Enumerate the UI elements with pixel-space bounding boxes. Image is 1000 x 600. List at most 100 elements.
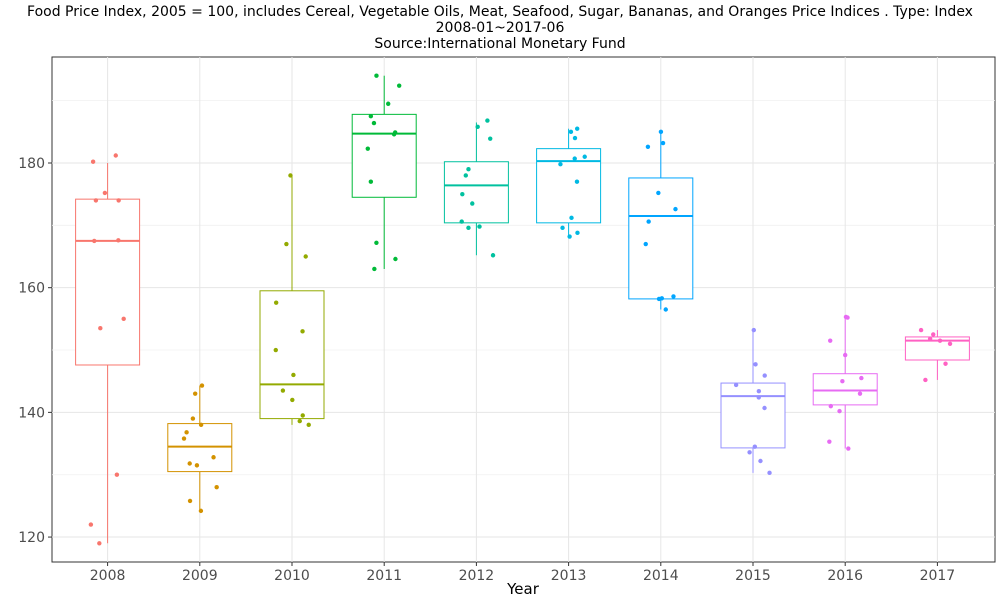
data-point [393, 256, 398, 262]
chart-title: Food Price Index, 2005 = 100, includes C… [27, 4, 973, 20]
chart-title-block: Food Price Index, 2005 = 100, includes C… [0, 4, 1000, 52]
data-point [756, 388, 762, 394]
data-point [762, 373, 767, 378]
data-point [927, 336, 933, 342]
x-tick-label: 2015 [735, 568, 771, 584]
y-tick-label: 160 [18, 281, 45, 297]
data-point [488, 136, 493, 141]
data-point [857, 391, 863, 396]
data-point [466, 167, 471, 172]
box-iqr [351, 113, 417, 198]
box-iqr [720, 382, 786, 449]
data-point [842, 352, 848, 358]
x-tick-label: 2013 [551, 568, 587, 584]
data-point [753, 362, 758, 367]
box-2012 [443, 122, 509, 256]
x-tick-label: 2009 [182, 568, 218, 584]
data-point [656, 296, 662, 302]
chart-source: Source:International Monetary Fund [374, 36, 626, 52]
data-point [466, 225, 471, 231]
data-point [574, 126, 580, 131]
data-point [747, 450, 752, 455]
data-point [751, 327, 756, 333]
data-point [190, 416, 196, 421]
data-point [560, 225, 565, 231]
y-axis: 120 140 160 180 [18, 156, 52, 546]
data-point [660, 140, 666, 146]
data-point [569, 215, 574, 221]
box-iqr [904, 336, 970, 361]
x-tick-label: 2010 [274, 568, 310, 584]
x-tick-label: 2016 [827, 568, 863, 584]
data-point [923, 377, 928, 383]
box-2013 [536, 128, 602, 237]
data-point [368, 179, 374, 184]
data-point [93, 198, 99, 203]
data-point [184, 430, 189, 435]
y-tick-label: 140 [18, 405, 45, 421]
points-layer [88, 73, 953, 546]
plot-panel [51, 56, 996, 563]
data-point [673, 206, 678, 212]
data-point [574, 179, 580, 184]
data-point [280, 388, 286, 393]
data-point [92, 238, 97, 244]
data-point [459, 219, 464, 224]
box-2015 [720, 330, 786, 473]
data-point [300, 329, 305, 334]
data-point [374, 73, 379, 78]
data-point [656, 190, 661, 196]
data-point [297, 418, 302, 424]
data-point [572, 156, 577, 161]
data-point [288, 173, 293, 178]
data-point [568, 129, 574, 135]
data-point [198, 508, 204, 514]
data-point [365, 146, 370, 151]
data-point [198, 422, 204, 428]
box-iqr [75, 198, 141, 366]
data-point [116, 238, 121, 243]
data-point [470, 201, 475, 206]
data-point [113, 153, 118, 158]
box-2017 [904, 330, 970, 380]
data-point [121, 316, 126, 322]
data-point [646, 219, 651, 224]
data-point [582, 154, 587, 159]
data-point [273, 347, 278, 353]
data-point [116, 198, 121, 203]
box-2010 [259, 175, 325, 425]
data-point [859, 375, 864, 381]
chart-subtitle: 2008-01~2017-06 [435, 20, 565, 36]
data-point [187, 461, 192, 466]
data-point [572, 135, 578, 141]
data-point [837, 408, 842, 414]
data-point [181, 436, 187, 441]
data-point [371, 120, 377, 126]
data-point [827, 439, 832, 444]
x-tick-label: 2008 [90, 568, 126, 584]
data-point [645, 144, 651, 149]
data-point [374, 240, 379, 245]
data-point [762, 405, 767, 411]
box-iqr [259, 290, 325, 420]
box-iqr [628, 177, 694, 300]
data-point [194, 463, 200, 468]
data-point [575, 230, 580, 236]
data-point [396, 83, 402, 88]
data-point [187, 498, 193, 504]
x-tick-label: 2012 [459, 568, 495, 584]
data-point [199, 383, 205, 388]
data-point [97, 541, 102, 546]
data-point [846, 446, 851, 451]
box-iqr [812, 373, 878, 406]
data-point [273, 300, 279, 305]
data-point [477, 224, 482, 229]
data-point [752, 444, 758, 449]
data-point [386, 101, 391, 106]
x-tick-label: 2011 [366, 568, 402, 584]
data-point [756, 395, 761, 400]
data-point [102, 190, 108, 196]
data-point [490, 253, 496, 258]
data-point [372, 266, 377, 272]
data-point [211, 455, 216, 460]
